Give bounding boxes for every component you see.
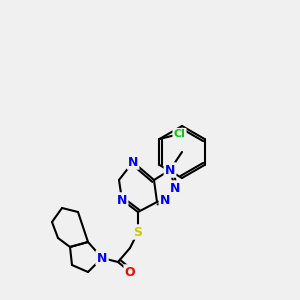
Text: N: N (160, 194, 170, 206)
Text: Cl: Cl (173, 129, 185, 139)
Text: N: N (128, 155, 138, 169)
Text: O: O (125, 266, 135, 278)
Text: N: N (97, 251, 107, 265)
Text: N: N (165, 164, 175, 176)
Text: S: S (134, 226, 142, 238)
Text: N: N (170, 182, 180, 194)
Text: N: N (117, 194, 127, 206)
Text: N: N (97, 251, 107, 265)
